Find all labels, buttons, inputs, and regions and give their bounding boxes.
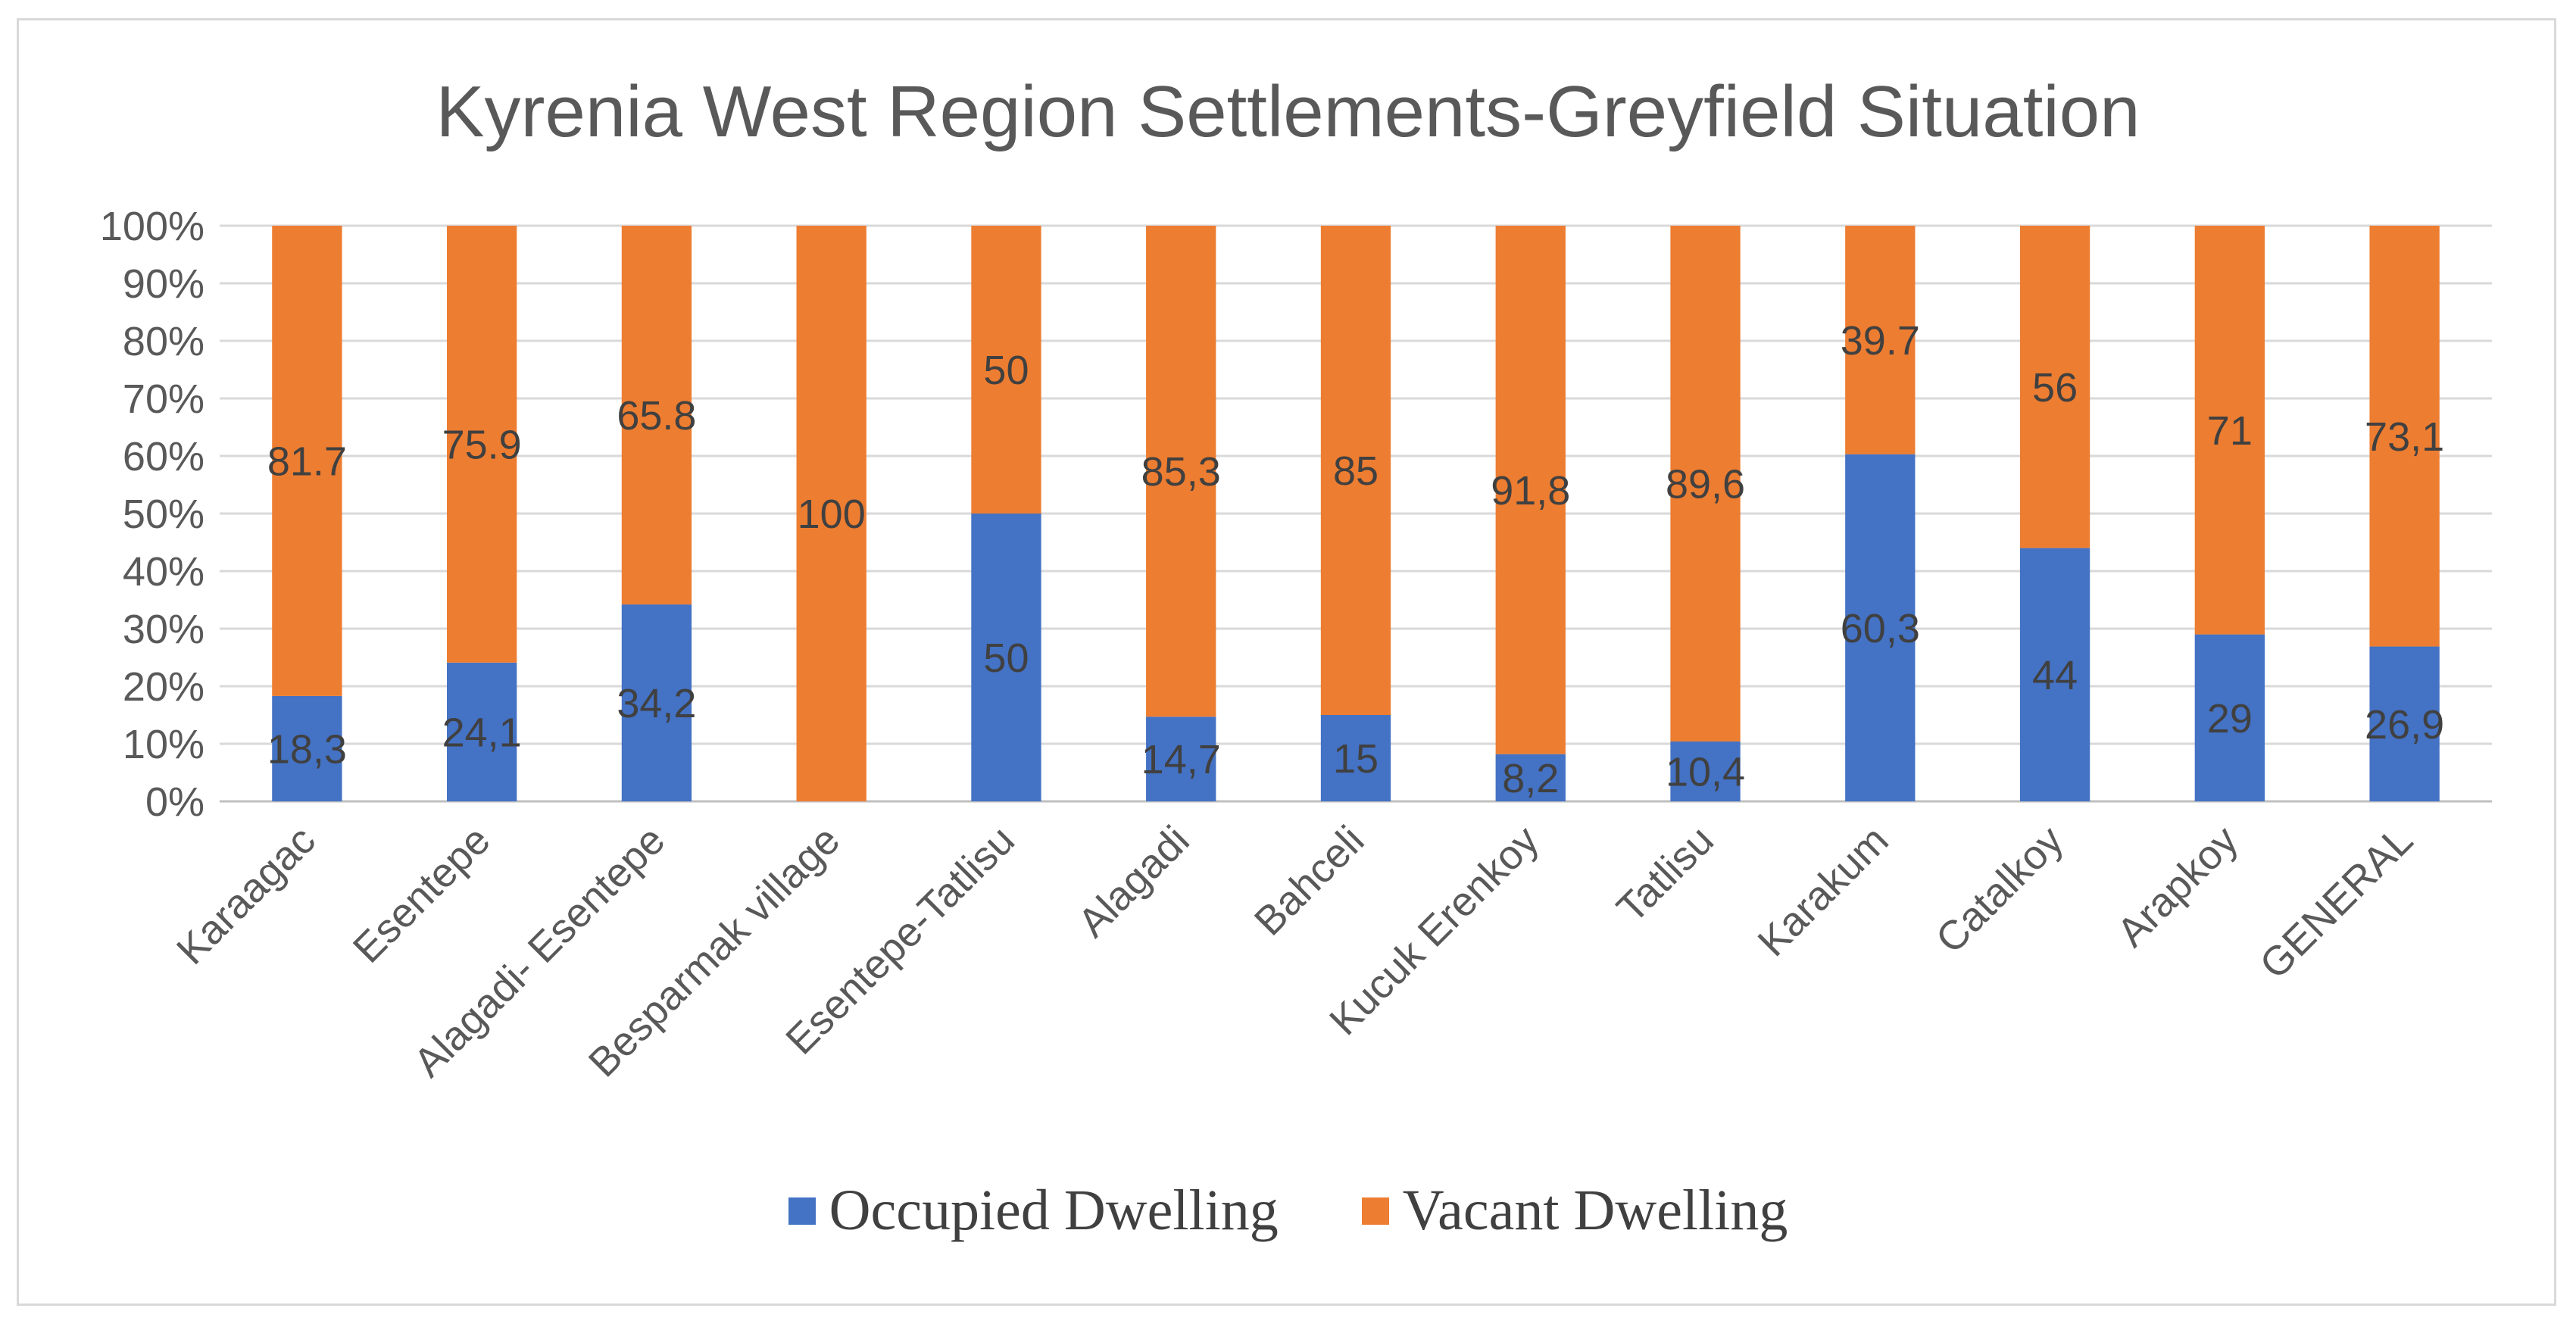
data-label: 89,6 xyxy=(1666,461,1745,507)
bar-segment xyxy=(272,226,342,696)
legend-label-vacant: Vacant Dwelling xyxy=(1402,1179,1788,1242)
bar-segment xyxy=(447,662,517,801)
y-tick-label: 20% xyxy=(123,664,205,710)
bar-segment xyxy=(1495,226,1566,754)
bar-segment xyxy=(1146,717,1216,801)
bar-segment xyxy=(971,514,1041,801)
bar-segment xyxy=(971,226,1041,514)
category-label: Esentepe xyxy=(345,817,499,972)
data-label: 29 xyxy=(2207,696,2253,742)
bar-segment xyxy=(1146,226,1216,717)
legend-item-occupied: Occupied Dwelling xyxy=(788,1178,1279,1244)
bar-segment xyxy=(796,226,866,801)
bar-segment xyxy=(2194,634,2265,801)
data-label: 75.9 xyxy=(442,422,522,467)
bar-segment xyxy=(1845,226,1916,454)
data-label: 91,8 xyxy=(1491,468,1570,514)
data-label: 71 xyxy=(2207,408,2253,454)
y-tick-label: 70% xyxy=(123,376,205,422)
legend-swatch-occupied xyxy=(788,1197,816,1225)
bar-segment xyxy=(2194,226,2265,635)
data-label: 18,3 xyxy=(267,726,347,772)
legend-swatch-vacant xyxy=(1361,1197,1389,1225)
bar-segment xyxy=(1495,754,1566,801)
bar-segment xyxy=(1320,226,1391,715)
category-label: Karaagac xyxy=(168,817,324,973)
data-label: 85,3 xyxy=(1141,449,1221,495)
bar-segment xyxy=(447,226,517,663)
bar-segment xyxy=(621,226,692,605)
data-label: 50 xyxy=(983,348,1029,393)
data-label: 100 xyxy=(798,492,866,537)
data-label: 73,1 xyxy=(2365,414,2444,460)
category-label: Catalkoy xyxy=(1928,817,2072,962)
data-label: 56 xyxy=(2032,365,2078,411)
y-tick-label: 90% xyxy=(123,261,205,307)
bar-segment xyxy=(2369,226,2440,647)
bar-segment xyxy=(1670,741,1741,801)
y-tick-label: 30% xyxy=(123,607,205,652)
legend-item-vacant: Vacant Dwelling xyxy=(1361,1178,1788,1244)
data-label: 10,4 xyxy=(1666,749,1745,795)
data-label: 60,3 xyxy=(1841,606,1920,651)
bar-segment xyxy=(2019,226,2090,548)
y-tick-label: 80% xyxy=(123,319,205,364)
y-tick-label: 50% xyxy=(123,492,205,537)
data-label: 44 xyxy=(2032,653,2078,698)
y-tick-label: 60% xyxy=(123,434,205,479)
data-label: 14,7 xyxy=(1141,737,1221,782)
data-label: 8,2 xyxy=(1502,756,1559,801)
data-label: 65.8 xyxy=(617,393,696,439)
data-label: 85 xyxy=(1333,448,1379,494)
data-label: 81.7 xyxy=(267,439,347,484)
y-tick-label: 10% xyxy=(123,722,205,767)
legend: Occupied Dwelling Vacant Dwelling xyxy=(0,1178,2576,1244)
category-label: Alagadi xyxy=(1069,817,1198,946)
bar-segment xyxy=(1845,454,1916,801)
chart-title: Kyrenia West Region Settlements-Greyfiel… xyxy=(436,71,2140,152)
category-label: Karakum xyxy=(1750,817,1897,965)
category-label: Arapkoy xyxy=(2109,817,2247,956)
legend-label-occupied: Occupied Dwelling xyxy=(829,1179,1279,1242)
y-tick-label: 40% xyxy=(123,549,205,595)
category-label: GENERAL xyxy=(2251,817,2421,988)
chart-frame xyxy=(17,18,2556,1306)
bar-segment xyxy=(621,604,692,801)
y-tick-label: 0% xyxy=(145,779,205,825)
data-label: 26,9 xyxy=(2365,702,2444,748)
data-label: 24,1 xyxy=(442,710,522,755)
y-tick-label: 100% xyxy=(100,204,205,249)
bar-segment xyxy=(272,695,342,801)
data-label: 34,2 xyxy=(617,681,696,726)
data-label: 15 xyxy=(1333,736,1379,782)
category-label: Tatlisu xyxy=(1608,817,1722,932)
bar-segment xyxy=(2369,646,2440,801)
bar-segment xyxy=(1670,226,1741,742)
data-label: 50 xyxy=(983,635,1029,681)
category-label: Bahceli xyxy=(1246,817,1373,945)
bar-segment xyxy=(1320,715,1391,801)
bar-segment xyxy=(2019,548,2090,801)
data-label: 39.7 xyxy=(1841,318,1920,364)
